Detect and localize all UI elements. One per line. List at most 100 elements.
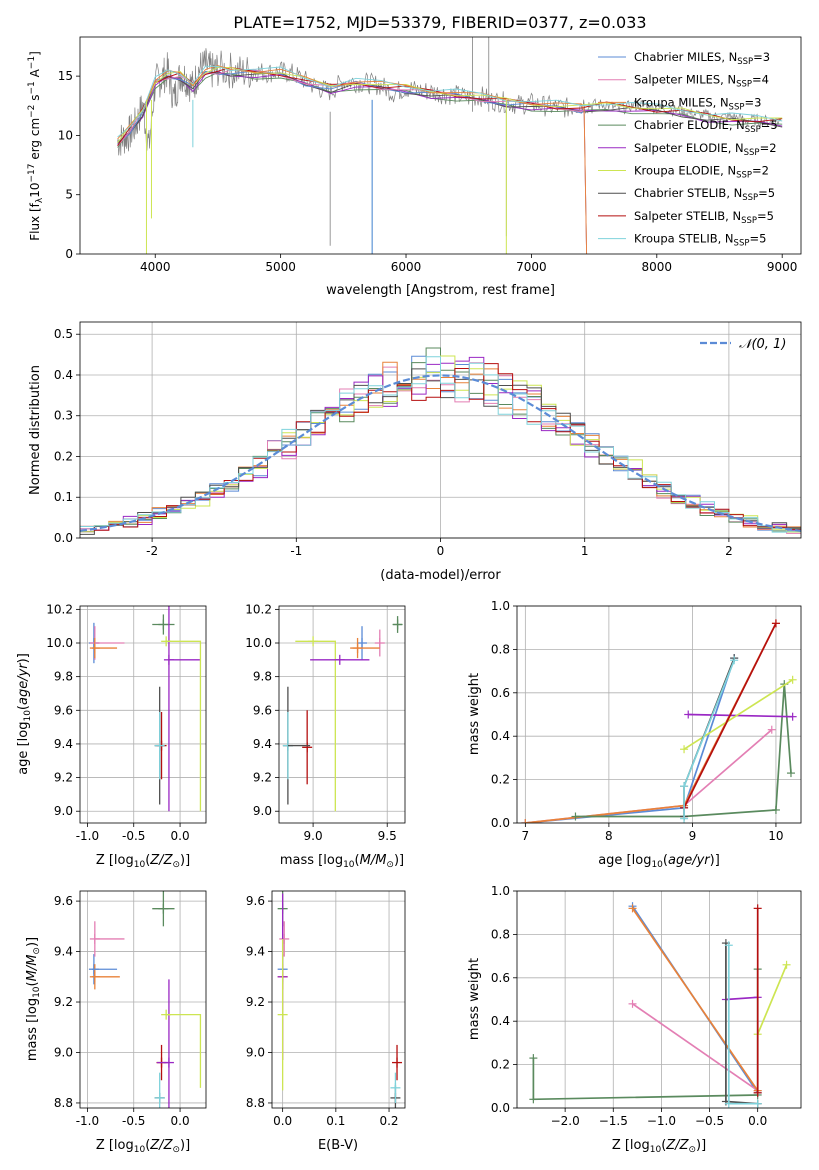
y-tick-label: 9.8 [253,670,272,684]
panel-age-vs-mass: 9.0 9.5 9.0 9.2 9.4 9.6 9.8 10.0 10.2 mass [log10… [245,602,406,870]
y-tick-label: 9.4 [253,737,272,751]
y-tick-label: 9.0 [246,1045,265,1059]
y-tick-label: 9.6 [54,894,73,908]
segment [166,640,202,812]
y-tick-label: 9.0 [54,804,73,818]
weight-line-kroupa_elodie [756,964,788,1035]
y-tick-label: 9.4 [54,945,73,959]
data-point-salpeter_stelib [392,1044,403,1081]
model-line-chabrier_miles [117,70,588,254]
data-point-kroupa_stelib [154,711,165,780]
model-line-kroupa_stelib [117,65,783,138]
legend-label: Salpeter ELODIE, NSSP=2 [634,141,777,158]
panel-weight-vs-Z: −2.0 −1.5 −1.0 −0.5 0.0 0.0 0.2 0.4 0.6 0.8 1.0 Z [… [467,884,802,1155]
x-tick-label: -0.5 [122,1114,145,1128]
y-tick-label: 0.5 [54,327,73,341]
normal-curve [80,374,801,532]
x-tick-label: 7000 [516,260,547,274]
y-axis-label: Flux [fλ10−17 erg cm−2 s−1 A−1] [27,51,45,241]
y-tick-label: 0.0 [491,816,510,830]
y-tick-label: 0.2 [491,773,510,787]
x-tick-label: 1 [581,544,589,558]
panels: 4000 5000 6000 7000 8000 9000051015wavelength… [16,36,802,1155]
y-tick-label: 0.8 [491,927,510,941]
y-tick-label: 10 [58,128,73,142]
legend-label: Kroupa MILES, NSSP=3 [634,95,761,112]
y-tick-label: 8.8 [54,1096,73,1110]
histogram-kroupa_stelib [80,356,801,533]
panel-mass-vs-Z: -1.0 -0.5 0.0 8.8 9.0 9.2 9.4 9.6 Z [log10(Z/Z⊙)… [25,890,207,1155]
data-point-kroupa_stelib [390,1072,401,1103]
x-axis-label: Z [log10(Z/Z⊙)] [96,1138,190,1155]
x-tick-label: 4000 [140,260,171,274]
x-tick-label: 0.0 [273,1114,292,1128]
y-tick-label: 9.0 [54,1045,73,1059]
x-tick-label: 6000 [391,260,422,274]
y-axis-label: age [log10(age/yr)] [16,653,33,775]
weight-line-salpeter_miles [632,1003,759,1092]
x-tick-label: 9.5 [378,829,397,843]
histogram-chabrier_stelib [80,368,801,535]
y-tick-label: 9.6 [246,894,265,908]
x-tick-label: −1.0 [647,1114,676,1128]
data-point-chabrier_elodie [152,614,175,635]
x-tick-label: −0.5 [695,1114,724,1128]
panel-spectrum: 4000 5000 6000 7000 8000 9000 0 5 10 15 wavelength… [27,36,802,298]
y-tick-label: 0.1 [54,490,73,504]
y-tick-label: 10.0 [245,636,272,650]
plot-area [88,891,202,1108]
y-axis-label: mass weight [467,958,482,1040]
x-axis-label: Z [log10(Z/Z⊙)] [612,1138,706,1155]
weight-line-kroupa_miles [631,907,759,1092]
x-tick-label: −2.0 [551,1114,580,1128]
legend-label: Chabrier ELODIE, NSSP=5 [634,118,778,135]
y-tick-label: 0.8 [491,642,510,656]
x-tick-label: 0.2 [379,1114,398,1128]
y-tick-label: 10.2 [245,602,272,616]
axes-frame [278,605,406,824]
x-tick-label: -2 [146,544,158,558]
plot-area [521,619,797,823]
plot-area [80,347,801,535]
x-axis-label: age [log10(age/yr)] [598,853,720,870]
data-point-kroupa_stelib [154,1072,165,1108]
y-tick-label: 0.4 [54,368,73,382]
y-tick-label: 0.0 [54,531,73,545]
legend: 𝒩(0, 1) [700,337,786,352]
legend-label: Salpeter MILES, NSSP=4 [634,73,769,90]
axes-frame [79,890,207,1109]
y-tick-label: 15 [58,69,73,83]
x-tick-label: 2 [725,544,733,558]
x-tick-label: 0.0 [171,1114,190,1128]
x-tick-label: 0.0 [171,829,190,843]
x-axis-label: (data-model)/error [380,568,501,583]
y-axis-label: mass weight [467,673,482,755]
y-tick-label: 0 [65,247,73,261]
legend: Chabrier MILES, NSSP=3 Salpeter MILES, NS… [598,50,778,249]
x-tick-label: 0.0 [748,1114,767,1128]
legend-label: Kroupa ELODIE, NSSP=2 [634,164,769,181]
model-line-kroupa_elodie [117,67,783,143]
segment [295,640,336,812]
x-tick-label: -1.0 [76,829,99,843]
y-tick-label: 9.4 [54,737,73,751]
x-tick-label: 5000 [265,260,296,274]
data-point-chabrier_elodie [152,891,175,927]
x-tick-label: -1.0 [76,1114,99,1128]
plot-area [282,616,403,812]
legend-label: Chabrier STELIB, NSSP=5 [634,186,775,203]
histogram-salpeter_stelib [80,363,801,531]
x-tick-label: 8000 [642,260,673,274]
x-tick-label: -1 [290,544,302,558]
weight-line-chabrier_elodie [532,969,759,1101]
weight-line-salpeter_elodie [688,713,793,718]
data-point-salpeter_miles [279,921,290,957]
axes-frame [516,890,802,1109]
panel-age-vs-Z: -1.0 -0.5 0.0 9.0 9.2 9.4 9.6 9.8 10.0 10.2 Z [log… [16,602,207,870]
segment [166,1013,202,1088]
plot-area [88,606,202,812]
data-point-chabrier_elodie [392,616,403,633]
y-tick-label: 0.4 [491,729,510,743]
weight-line-kroupa_stelib [683,659,735,819]
y-tick-label: 0.2 [54,449,73,463]
